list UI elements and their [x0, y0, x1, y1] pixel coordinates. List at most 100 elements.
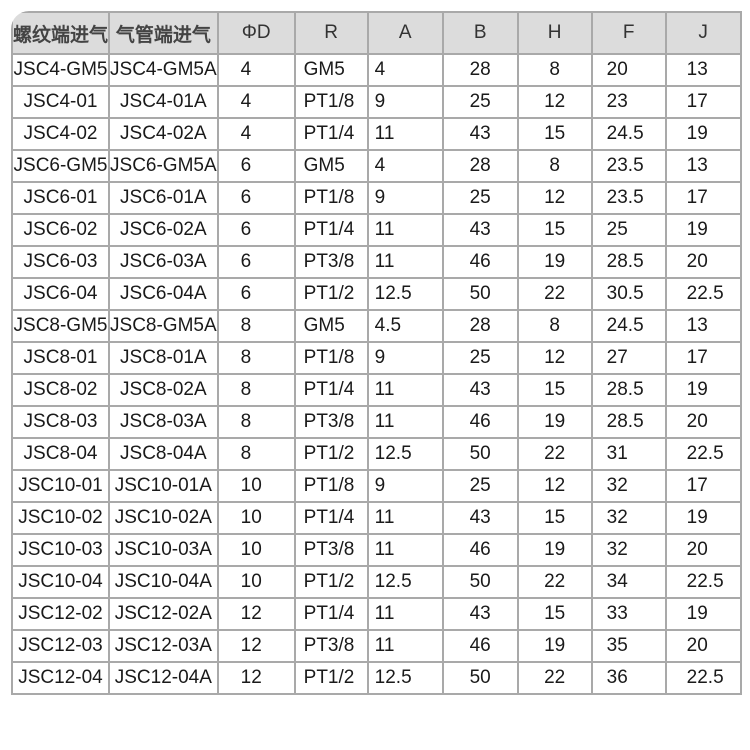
cell-thread-r: GM5 [293, 53, 369, 87]
header-diameter-d: ΦD [216, 11, 296, 55]
cell-thread-r: PT1/4 [293, 213, 369, 247]
cell-thread-inlet: JSC6-02 [11, 213, 111, 247]
cell-diameter-d: 8 [216, 373, 296, 407]
cell-dim-b: 43 [441, 117, 519, 151]
cell-dim-b: 50 [441, 661, 519, 695]
cell-dim-b: 28 [441, 149, 519, 183]
table-row: JSC6-01 JSC6-01A 6 PT1/8 9 25 12 23.5 17 [11, 181, 742, 215]
cell-tube-inlet: JSC4-02A [108, 117, 219, 151]
cell-diameter-d: 10 [216, 533, 296, 567]
cell-dim-h: 19 [516, 405, 593, 439]
cell-dim-j: 17 [664, 469, 742, 503]
cell-thread-inlet: JSC8-03 [11, 405, 111, 439]
cell-tube-inlet: JSC10-03A [108, 533, 219, 567]
table-row: JSC4-01 JSC4-01A 4 PT1/8 9 25 12 23 17 [11, 85, 742, 119]
cell-dim-f: 25 [590, 213, 667, 247]
cell-dim-b: 43 [441, 597, 519, 631]
cell-dim-a: 11 [366, 245, 444, 279]
cell-dim-b: 46 [441, 629, 519, 663]
cell-dim-f: 34 [590, 565, 667, 599]
cell-dim-a: 9 [366, 85, 444, 119]
cell-dim-h: 19 [516, 245, 593, 279]
table-row: JSC8-02 JSC8-02A 8 PT1/4 11 43 15 28.5 19 [11, 373, 742, 407]
cell-diameter-d: 10 [216, 501, 296, 535]
cell-thread-r: PT3/8 [293, 629, 369, 663]
cell-dim-h: 15 [516, 597, 593, 631]
header-thread-inlet: 螺纹端进气 [11, 11, 111, 55]
cell-dim-f: 32 [590, 533, 667, 567]
cell-dim-j: 20 [664, 405, 742, 439]
cell-dim-a: 11 [366, 373, 444, 407]
table-row: JSC8-04 JSC8-04A 8 PT1/2 12.5 50 22 31 22.5 [11, 437, 742, 471]
cell-dim-h: 12 [516, 85, 593, 119]
cell-dim-b: 25 [441, 341, 519, 375]
cell-diameter-d: 6 [216, 149, 296, 183]
cell-dim-a: 12.5 [366, 277, 444, 311]
cell-dim-a: 12.5 [366, 565, 444, 599]
cell-diameter-d: 4 [216, 53, 296, 87]
cell-dim-f: 23.5 [590, 149, 667, 183]
cell-dim-f: 27 [590, 341, 667, 375]
cell-dim-h: 8 [516, 309, 593, 343]
cell-diameter-d: 12 [216, 597, 296, 631]
cell-diameter-d: 8 [216, 437, 296, 471]
cell-diameter-d: 12 [216, 629, 296, 663]
cell-dim-a: 12.5 [366, 661, 444, 695]
cell-tube-inlet: JSC4-01A [108, 85, 219, 119]
cell-thread-inlet: JSC4-GM5 [11, 53, 111, 87]
cell-thread-r: PT1/4 [293, 373, 369, 407]
table-row: JSC12-02 JSC12-02A 12 PT1/4 11 43 15 33 19 [11, 597, 742, 631]
cell-dim-b: 43 [441, 373, 519, 407]
cell-dim-j: 20 [664, 533, 742, 567]
cell-dim-f: 28.5 [590, 245, 667, 279]
cell-thread-inlet: JSC6-03 [11, 245, 111, 279]
cell-dim-j: 22.5 [664, 661, 742, 695]
cell-dim-j: 20 [664, 245, 742, 279]
cell-dim-b: 46 [441, 245, 519, 279]
cell-thread-r: GM5 [293, 149, 369, 183]
cell-dim-b: 50 [441, 565, 519, 599]
cell-dim-h: 19 [516, 629, 593, 663]
cell-dim-b: 50 [441, 437, 519, 471]
cell-thread-inlet: JSC4-02 [11, 117, 111, 151]
cell-diameter-d: 8 [216, 309, 296, 343]
cell-dim-h: 8 [516, 53, 593, 87]
cell-thread-inlet: JSC12-04 [11, 661, 111, 695]
header-dim-h: H [516, 11, 593, 55]
cell-dim-h: 15 [516, 501, 593, 535]
cell-dim-a: 4 [366, 53, 444, 87]
cell-dim-h: 22 [516, 565, 593, 599]
table-row: JSC8-01 JSC8-01A 8 PT1/8 9 25 12 27 17 [11, 341, 742, 375]
cell-dim-a: 9 [366, 469, 444, 503]
header-row: 螺纹端进气 气管端进气 ΦD R A B H F J [11, 11, 742, 55]
table-row: JSC6-04 JSC6-04A 6 PT1/2 12.5 50 22 30.5 22.5 [11, 277, 742, 311]
cell-dim-j: 17 [664, 181, 742, 215]
cell-dim-j: 20 [664, 629, 742, 663]
header-dim-f: F [590, 11, 667, 55]
cell-thread-r: PT1/4 [293, 117, 369, 151]
cell-dim-j: 19 [664, 501, 742, 535]
cell-dim-j: 19 [664, 213, 742, 247]
cell-dim-b: 50 [441, 277, 519, 311]
cell-thread-r: PT3/8 [293, 405, 369, 439]
cell-diameter-d: 10 [216, 469, 296, 503]
cell-dim-b: 28 [441, 53, 519, 87]
cell-thread-r: PT1/2 [293, 277, 369, 311]
cell-tube-inlet: JSC8-04A [108, 437, 219, 471]
spec-table: 螺纹端进气 气管端进气 ΦD R A B H F J JSC4-GM5 JSC4-GM5A 4 GM5… [11, 11, 742, 695]
table-row: JSC10-01 JSC10-01A 10 PT1/8 9 25 12 32 17 [11, 469, 742, 503]
cell-dim-a: 11 [366, 629, 444, 663]
cell-thread-inlet: JSC10-04 [11, 565, 111, 599]
cell-diameter-d: 8 [216, 405, 296, 439]
header-thread-r: R [293, 11, 369, 55]
cell-dim-a: 11 [366, 405, 444, 439]
cell-dim-a: 11 [366, 597, 444, 631]
table-row: JSC6-GM5 JSC6-GM5A 6 GM5 4 28 8 23.5 13 [11, 149, 742, 183]
cell-dim-a: 4 [366, 149, 444, 183]
cell-diameter-d: 6 [216, 181, 296, 215]
cell-dim-h: 15 [516, 213, 593, 247]
cell-dim-h: 15 [516, 117, 593, 151]
cell-thread-r: PT1/2 [293, 661, 369, 695]
cell-tube-inlet: JSC12-04A [108, 661, 219, 695]
cell-diameter-d: 10 [216, 565, 296, 599]
